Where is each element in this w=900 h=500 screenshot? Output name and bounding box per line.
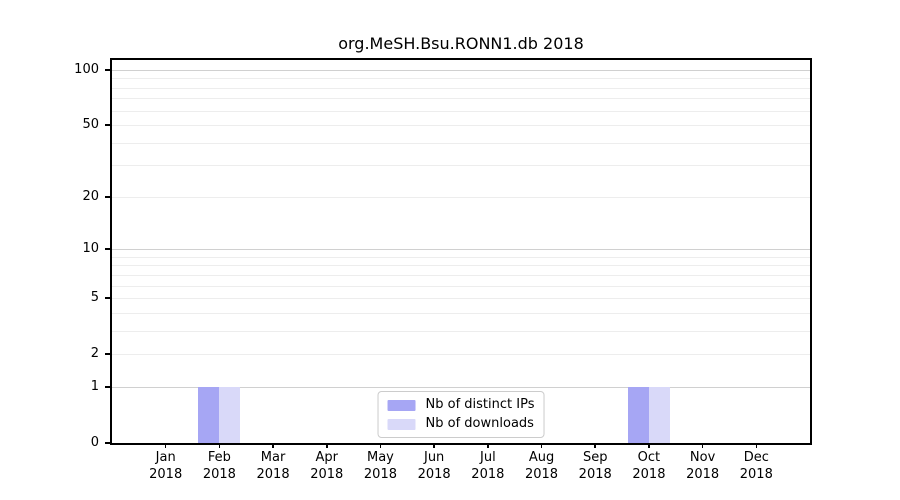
x-tick-label: Jun 2018 xyxy=(399,450,469,483)
x-tick xyxy=(272,443,274,448)
x-tick xyxy=(218,443,221,448)
x-tick-label-line: 2018 xyxy=(739,466,773,482)
x-tick-label: Jul 2018 xyxy=(453,450,523,483)
gridline-minor xyxy=(112,274,810,276)
y-tick xyxy=(105,297,112,299)
gridline-minor xyxy=(112,354,810,356)
x-tick-label-line: Apr xyxy=(315,450,339,465)
x-tick xyxy=(379,443,382,448)
x-tick-label-line: Oct xyxy=(637,450,661,465)
gridline-minor xyxy=(112,196,810,198)
x-tick-label: Mar 2018 xyxy=(238,450,308,483)
x-tick-label-line: 2018 xyxy=(471,466,505,482)
legend: Nb of distinct IPs Nb of downloads xyxy=(377,391,545,438)
x-tick-label-line: Dec xyxy=(743,450,769,465)
x-tick-label-line: 2018 xyxy=(202,466,236,482)
y-tick xyxy=(105,196,112,198)
x-tick-label-line: Sep xyxy=(582,450,608,465)
gridline-major xyxy=(112,386,810,388)
bar-downloads xyxy=(648,386,670,443)
y-tick xyxy=(105,69,112,71)
x-tick-label-line: 2018 xyxy=(310,466,344,482)
gridline-major xyxy=(112,69,810,71)
x-tick-label-line: 2018 xyxy=(686,466,720,482)
x-tick-label-line: 2018 xyxy=(149,466,183,482)
y-tick-label: 10 xyxy=(82,241,99,257)
gridline-minor xyxy=(112,298,810,300)
y-tick xyxy=(105,386,112,388)
x-tick-label-line: Mar xyxy=(260,450,286,465)
x-tick xyxy=(755,443,758,448)
x-tick-label-line: Jun xyxy=(423,450,445,465)
x-tick-label: Apr 2018 xyxy=(292,450,362,483)
x-tick-label: Dec 2018 xyxy=(721,450,791,483)
legend-item-distinct-ips: Nb of distinct IPs xyxy=(387,397,535,413)
x-tick-label: Aug 2018 xyxy=(507,450,577,483)
x-tick-label-line: 2018 xyxy=(632,466,666,482)
y-tick xyxy=(105,442,112,444)
x-tick-label: Feb 2018 xyxy=(184,450,254,483)
x-tick-label-line: 2018 xyxy=(363,466,397,482)
gridline-minor xyxy=(112,110,810,112)
x-tick xyxy=(164,443,167,448)
x-tick-label-line: Jan xyxy=(155,450,176,465)
x-tick-label-line: Jul xyxy=(480,450,496,465)
gridline-minor xyxy=(112,125,810,127)
legend-label-downloads: Nb of downloads xyxy=(425,416,534,431)
gridline-minor xyxy=(112,98,810,100)
legend-label-distinct-ips: Nb of distinct IPs xyxy=(425,397,535,412)
x-tick xyxy=(540,443,543,448)
bar-distinct-ips xyxy=(627,386,649,443)
x-tick xyxy=(594,443,596,448)
bar-downloads xyxy=(219,386,241,443)
gridline-minor xyxy=(112,312,810,314)
y-tick-label: 2 xyxy=(90,346,99,362)
x-tick xyxy=(487,443,489,448)
y-tick xyxy=(105,124,112,126)
x-tick xyxy=(701,443,704,448)
x-tick-label: May 2018 xyxy=(345,450,415,483)
gridline-minor xyxy=(112,256,810,258)
x-tick xyxy=(433,443,435,448)
y-tick-label: 100 xyxy=(74,61,99,77)
gridline-major xyxy=(112,249,810,251)
y-tick-label: 0 xyxy=(90,435,99,450)
x-tick-label: Sep 2018 xyxy=(560,450,630,483)
gridline-minor xyxy=(112,285,810,287)
x-tick-label-line: May xyxy=(367,450,394,465)
gridline-minor xyxy=(112,330,810,332)
gridline-minor xyxy=(112,265,810,267)
legend-swatch-downloads xyxy=(387,418,416,430)
x-tick-label-line: 2018 xyxy=(417,466,451,482)
y-tick-label: 1 xyxy=(90,378,99,394)
y-tick-label: 5 xyxy=(90,290,99,306)
x-tick-label: Nov 2018 xyxy=(668,450,738,483)
gridline-minor xyxy=(112,165,810,167)
gridline-minor xyxy=(112,87,810,89)
x-tick xyxy=(648,443,650,448)
y-tick xyxy=(105,353,112,355)
x-tick-label-line: 2018 xyxy=(256,466,290,482)
bar-distinct-ips xyxy=(198,386,220,443)
x-tick xyxy=(326,443,328,448)
x-tick-label: Oct 2018 xyxy=(614,450,684,483)
x-tick-label-line: 2018 xyxy=(524,466,559,482)
y-tick-label: 20 xyxy=(82,188,99,204)
legend-swatch-distinct-ips xyxy=(387,399,416,411)
y-tick-label: 50 xyxy=(82,117,99,133)
x-tick-label: Jan 2018 xyxy=(131,450,201,483)
legend-item-downloads: Nb of downloads xyxy=(387,416,535,432)
y-tick xyxy=(105,248,112,250)
x-tick-label-line: Nov xyxy=(689,450,716,465)
x-tick-label-line: Feb xyxy=(207,450,231,465)
x-tick-label-line: 2018 xyxy=(578,466,612,482)
gridline-minor xyxy=(112,78,810,80)
chart-title: org.MeSH.Bsu.RONN1.db 2018 xyxy=(338,34,584,53)
x-tick-label-line: Aug xyxy=(528,450,555,465)
gridline-minor xyxy=(112,142,810,144)
